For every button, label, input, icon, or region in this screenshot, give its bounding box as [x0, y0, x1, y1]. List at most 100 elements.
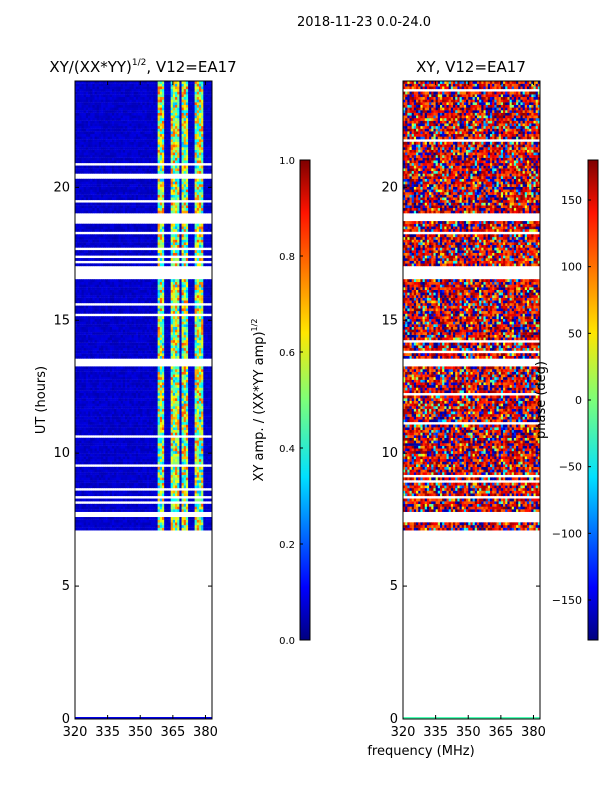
heatmap-cell	[209, 310, 212, 314]
heatmap-cell	[85, 411, 89, 415]
heatmap-cell	[118, 326, 122, 330]
heatmap-cell	[114, 437, 117, 441]
heatmap-cell	[146, 374, 150, 378]
heatmap-cell	[96, 480, 100, 483]
heatmap-cell	[192, 450, 195, 454]
heatmap-cell	[98, 321, 102, 325]
heatmap-cell	[88, 321, 91, 325]
heatmap-cell	[198, 509, 202, 512]
heatmap-cell	[83, 413, 87, 417]
heatmap-cell	[164, 355, 167, 359]
heatmap-cell	[77, 429, 80, 433]
heatmap-cell	[131, 466, 135, 470]
heatmap-cell	[164, 339, 167, 343]
heatmap-cell	[207, 432, 211, 436]
heatmap-cell	[96, 339, 100, 343]
heatmap-cell	[118, 519, 122, 523]
heatmap-cell	[111, 395, 115, 399]
heatmap-cell	[190, 398, 193, 401]
heatmap-cell	[185, 297, 189, 301]
heatmap-cell	[127, 474, 130, 478]
heatmap-cell	[77, 342, 80, 346]
heatmap-cell	[185, 493, 189, 497]
heatmap-cell	[166, 416, 169, 420]
heatmap-cell	[142, 387, 145, 391]
heatmap-cell	[168, 522, 172, 526]
heatmap-cell	[79, 474, 82, 478]
heatmap-cell	[198, 392, 202, 396]
heatmap-cell	[190, 482, 193, 486]
heatmap-cell	[90, 482, 93, 486]
heatmap-cell	[159, 369, 163, 372]
heatmap-cell	[170, 498, 174, 502]
heatmap-cell	[111, 297, 115, 301]
heatmap-cell	[101, 503, 104, 507]
heatmap-cell	[125, 316, 128, 320]
heatmap-cell	[114, 316, 117, 320]
heatmap-cell	[166, 509, 169, 512]
heatmap-cell	[157, 310, 161, 314]
heatmap-cell	[153, 403, 156, 407]
heatmap-cell	[172, 355, 176, 359]
heatmap-cell	[196, 411, 200, 415]
heatmap-cell	[127, 353, 130, 357]
heatmap-cell	[96, 329, 100, 333]
heatmap-cell	[196, 379, 200, 383]
heatmap-cell	[127, 292, 130, 296]
heatmap-cell	[146, 466, 150, 470]
heatmap-cell	[196, 390, 200, 394]
heatmap-cell	[148, 366, 152, 370]
heatmap-cell	[209, 461, 212, 465]
heatmap-cell	[85, 427, 89, 431]
heatmap-cell	[85, 347, 89, 351]
heatmap-cell	[151, 355, 154, 359]
heatmap-cell	[144, 448, 148, 452]
heatmap-cell	[85, 421, 89, 425]
heatmap-cell	[88, 472, 91, 475]
heatmap-cell	[146, 382, 150, 386]
heatmap-cell	[157, 517, 161, 520]
heatmap-cell	[81, 387, 85, 391]
heatmap-cell	[181, 300, 185, 304]
heatmap-cell	[90, 477, 93, 481]
heatmap-cell	[205, 310, 209, 314]
heatmap-cell	[153, 506, 156, 510]
heatmap-cell	[157, 329, 161, 333]
heatmap-cell	[168, 353, 172, 357]
heatmap-cell	[88, 400, 91, 404]
heatmap-cell	[85, 395, 89, 399]
heatmap-cell	[188, 498, 191, 502]
heatmap-cell	[203, 310, 206, 314]
heatmap-cell	[196, 474, 200, 478]
heatmap-cell	[201, 522, 204, 526]
heatmap-cell	[166, 524, 169, 528]
heatmap-cell	[105, 440, 109, 444]
heatmap-cell	[179, 482, 182, 486]
heatmap-cell	[194, 493, 198, 497]
heatmap-cell	[177, 450, 180, 454]
heatmap-cell	[188, 387, 191, 391]
heatmap-cell	[148, 498, 152, 502]
heatmap-cell	[122, 450, 126, 454]
heatmap-cell	[144, 382, 148, 386]
heatmap-cell	[142, 445, 145, 449]
heatmap-cell	[101, 421, 104, 425]
heatmap-cell	[190, 472, 193, 475]
heatmap-cell	[203, 305, 206, 309]
heatmap-cell	[111, 305, 115, 309]
heatmap-cell	[172, 295, 176, 298]
heatmap-cell	[168, 474, 172, 478]
heatmap-cell	[196, 445, 200, 449]
heatmap-cell	[201, 461, 204, 465]
heatmap-cell	[192, 337, 195, 341]
heatmap-cell	[122, 321, 126, 325]
heatmap-cell	[101, 493, 104, 497]
heatmap-cell	[88, 432, 91, 436]
heatmap-cell	[198, 448, 202, 452]
heatmap-cell	[183, 509, 187, 512]
heatmap-cell	[90, 295, 93, 298]
heatmap-cell	[201, 339, 204, 343]
heatmap-cell	[83, 326, 87, 330]
heatmap-cell	[183, 310, 187, 314]
heatmap-cell	[190, 400, 193, 404]
